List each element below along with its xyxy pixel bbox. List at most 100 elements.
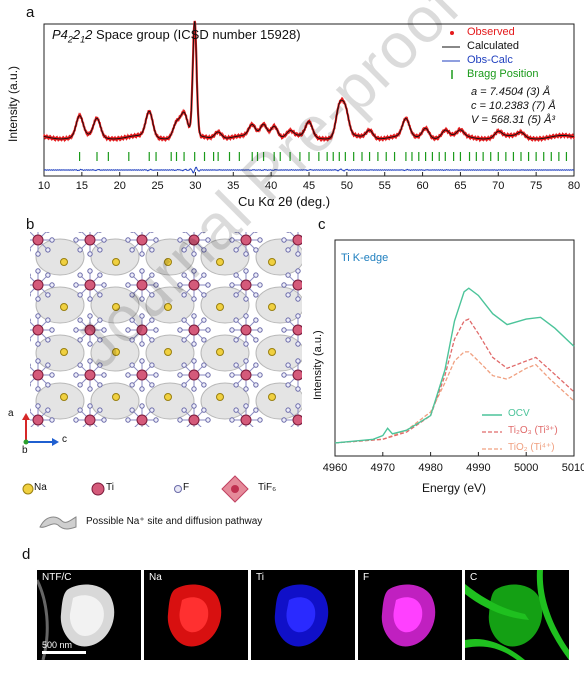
ti-atom-icon <box>91 482 105 496</box>
tio2-series <box>334 351 575 444</box>
f-atom <box>139 296 145 302</box>
panel-label-b: b <box>26 216 35 233</box>
xanes-tick-label: 4990 <box>466 462 491 474</box>
map-tile-f: F <box>358 570 462 660</box>
f-atom <box>149 247 155 253</box>
na-atom <box>60 258 68 266</box>
ti-atom <box>136 234 148 246</box>
f-atom <box>205 237 211 243</box>
f-atom <box>229 237 235 243</box>
f-atom <box>201 292 207 298</box>
f-atom <box>149 317 155 323</box>
na-map-image <box>167 584 222 647</box>
f-atom <box>201 317 207 323</box>
f-atom <box>101 282 107 288</box>
f-atom <box>149 407 155 413</box>
f-atom <box>229 417 235 423</box>
f-atom <box>285 317 291 323</box>
panel-label-a: a <box>26 4 35 21</box>
na-atom <box>112 303 120 311</box>
f-atom <box>177 282 183 288</box>
f-atom <box>253 317 259 323</box>
f-atom <box>253 382 259 388</box>
ti-atom <box>292 369 302 381</box>
f-atom <box>285 272 291 278</box>
f-atom <box>125 372 131 378</box>
calculated-series <box>44 21 574 140</box>
f-atom <box>233 247 239 253</box>
f-atom <box>295 251 301 257</box>
f-atom <box>45 407 51 413</box>
f-atom <box>35 403 41 409</box>
f-atom <box>97 407 103 413</box>
ti-atom <box>32 414 44 426</box>
legend-tif6-label: TiF₆ <box>258 482 277 493</box>
ti-atom <box>292 234 302 246</box>
scale-bar <box>42 651 86 654</box>
f-atom <box>191 268 197 274</box>
legend-f-label: F <box>183 482 190 493</box>
na-atom <box>112 348 120 356</box>
xrd-x-label: Cu Kα 2θ (deg.) <box>238 194 331 209</box>
xrd-tick-label: 15 <box>75 180 88 192</box>
f-atom <box>295 341 301 347</box>
xanes-tick-label: 5010 <box>561 462 584 474</box>
xanes-tick-label: 4970 <box>370 462 396 474</box>
map-label-f: F <box>363 572 370 583</box>
f-atom <box>229 327 235 333</box>
f-atom <box>243 296 249 302</box>
xrd-tick-label: 55 <box>378 180 391 192</box>
f-atom-icon <box>174 485 182 493</box>
f-atom <box>87 386 93 392</box>
f-atom <box>45 317 51 323</box>
f-atom <box>205 327 211 333</box>
f-atom <box>177 417 183 423</box>
f-atom <box>97 247 103 253</box>
ti-atom <box>136 369 148 381</box>
ti-atom <box>136 279 148 291</box>
ti-atom <box>32 324 44 336</box>
f-atom <box>201 337 207 343</box>
na-atom <box>112 393 120 401</box>
f-atom <box>243 251 249 257</box>
legend-ti-label: Ti <box>106 482 114 493</box>
f-atom <box>35 251 41 257</box>
panel-label-c: c <box>318 216 326 233</box>
f-atom <box>101 372 107 378</box>
f-atom <box>101 327 107 333</box>
f-atom <box>77 247 83 253</box>
f-atom <box>205 417 211 423</box>
scale-bar-label: 500 nm <box>42 640 73 650</box>
f-atom <box>253 272 259 278</box>
f-atom <box>129 247 135 253</box>
f-atom <box>201 362 207 368</box>
legend-tio2-label: TiO₂ (Ti⁴⁺) <box>508 442 555 453</box>
f-atom <box>257 327 263 333</box>
f-atom <box>191 386 197 392</box>
f-atom <box>45 362 51 368</box>
f-atom <box>177 372 183 378</box>
f-atom <box>201 382 207 388</box>
f-atom <box>243 386 249 392</box>
f-atom <box>97 362 103 368</box>
f-atom <box>281 417 287 423</box>
param-c: c = 10.2383 (7) Å <box>471 100 556 112</box>
f-atom <box>191 313 197 319</box>
ti-atom <box>136 414 148 426</box>
legend-observed-marker <box>450 31 454 35</box>
ti-atom <box>188 234 200 246</box>
xrd-tick-label: 70 <box>492 180 505 192</box>
f-atom <box>139 268 145 274</box>
f-atom <box>181 407 187 413</box>
ti-atom <box>32 279 44 291</box>
f-atom <box>181 362 187 368</box>
xrd-tick-label: 20 <box>113 180 126 192</box>
xrd-tick-label: 10 <box>37 180 51 192</box>
na-atom <box>216 393 224 401</box>
ti-map-image <box>274 584 329 647</box>
f-atom <box>45 292 51 298</box>
map-tile-ntf-c: NTF/C 500 nm <box>37 570 141 660</box>
f-atom <box>295 268 301 274</box>
na-atom <box>268 393 276 401</box>
ti-atom <box>32 369 44 381</box>
